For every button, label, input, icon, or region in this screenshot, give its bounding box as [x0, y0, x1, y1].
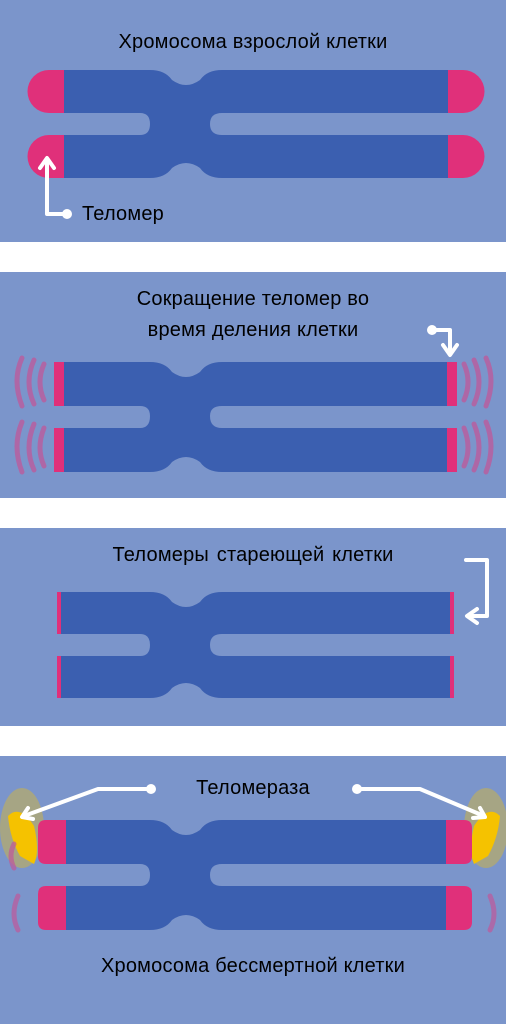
telomerase-glow-right — [464, 788, 506, 868]
panel-title-line2: время деления клетки — [147, 319, 359, 341]
pointer-arrow-left — [20, 787, 152, 821]
panel-title-line1: Сокращение теломер во — [136, 288, 370, 310]
chromosome-aging — [57, 558, 489, 698]
telomere-top-right — [446, 820, 472, 864]
pointer-arrow — [464, 558, 489, 625]
telomere-bottom-right — [446, 886, 472, 930]
panel-title: Теломеры стареющей клетки — [112, 544, 394, 566]
telomere-top-right — [448, 70, 485, 113]
shortening-arrow — [430, 328, 459, 357]
panel-title: Хромосома бессмертной клетки — [101, 955, 405, 977]
telomerase-glow-left — [0, 788, 44, 868]
chromatid-top — [60, 70, 450, 124]
telomere-top-left — [57, 592, 61, 634]
telomere-bottom-left — [57, 656, 61, 698]
arrow-dot — [427, 325, 437, 335]
panel-immortal-cell: Теломераза Хромосома бессмертной клетки — [0, 756, 506, 1024]
panel-title: Хромосома взрослой клетки — [118, 31, 388, 53]
telomere-bottom-right — [448, 135, 485, 178]
pointer-arrow — [38, 156, 68, 216]
telomerase-label: Теломераза — [196, 777, 310, 799]
telomere-top-left — [38, 820, 66, 864]
chromatid-bottom — [58, 416, 452, 472]
chromosome-adult — [27, 70, 485, 219]
telomere-bottom-right — [447, 428, 457, 472]
telomere-top-left — [27, 70, 64, 113]
pointer-dot — [62, 209, 72, 219]
pointer-dot-left — [146, 784, 156, 794]
panel-adult-cell: Хромосома взрослой клетки Теломер — [0, 0, 506, 242]
chromatid-top — [58, 592, 452, 645]
panel-aging-cell: Теломеры стареющей клетки — [0, 528, 506, 726]
chromatid-top — [58, 820, 452, 875]
chromatid-bottom — [58, 875, 452, 930]
telomere-top-left — [54, 362, 64, 406]
chromosome-dividing — [14, 325, 494, 475]
telomere-bottom-right — [450, 656, 454, 698]
chromatid-top — [58, 362, 452, 416]
pointer-arrow-right — [356, 787, 487, 820]
telomere-bottom-left — [38, 886, 66, 930]
telomere-label: Теломер — [82, 203, 164, 225]
panel-cell-division: Сокращение теломер во время деления клет… — [0, 272, 506, 498]
chromosome-immortal — [0, 784, 506, 933]
chromatid-bottom — [60, 124, 450, 178]
fading-fragments — [8, 841, 497, 933]
pointer-dot-right — [352, 784, 362, 794]
telomere-bottom-left — [54, 428, 64, 472]
chromatid-bottom — [58, 645, 452, 698]
telomere-top-right — [450, 592, 454, 634]
fading-telomere-fragments — [14, 355, 494, 475]
telomere-top-right — [447, 362, 457, 406]
